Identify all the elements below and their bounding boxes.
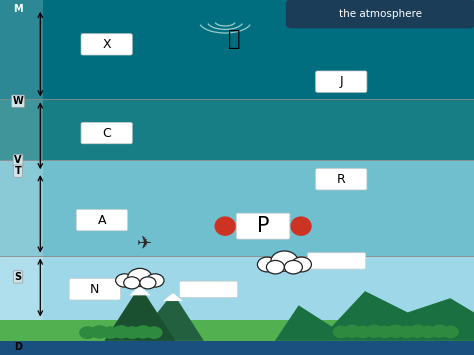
Text: P: P xyxy=(257,216,269,236)
Text: A: A xyxy=(98,214,106,226)
Circle shape xyxy=(266,261,284,274)
Bar xyxy=(0,341,474,355)
Text: X: X xyxy=(102,38,111,51)
Polygon shape xyxy=(163,293,183,301)
Text: T: T xyxy=(15,166,21,176)
Circle shape xyxy=(134,325,152,339)
FancyBboxPatch shape xyxy=(81,122,132,144)
Circle shape xyxy=(292,257,311,272)
Circle shape xyxy=(146,326,163,339)
Circle shape xyxy=(112,325,130,339)
Ellipse shape xyxy=(214,216,236,236)
Circle shape xyxy=(124,326,141,339)
FancyBboxPatch shape xyxy=(76,209,128,231)
Circle shape xyxy=(343,324,361,338)
Text: J: J xyxy=(339,75,343,88)
Text: N: N xyxy=(90,283,100,296)
FancyBboxPatch shape xyxy=(307,253,365,269)
FancyBboxPatch shape xyxy=(316,71,367,92)
FancyBboxPatch shape xyxy=(69,279,120,300)
Circle shape xyxy=(355,326,372,338)
Circle shape xyxy=(91,325,109,339)
Circle shape xyxy=(271,251,298,271)
Text: R: R xyxy=(337,173,346,186)
Text: D: D xyxy=(14,342,22,352)
Text: V: V xyxy=(14,155,22,165)
Circle shape xyxy=(257,257,277,272)
FancyBboxPatch shape xyxy=(286,0,474,28)
FancyBboxPatch shape xyxy=(316,169,367,190)
Circle shape xyxy=(387,324,405,338)
Polygon shape xyxy=(275,291,474,341)
Bar xyxy=(0,320,474,341)
Bar xyxy=(0,320,474,341)
Circle shape xyxy=(79,326,96,339)
FancyBboxPatch shape xyxy=(81,34,132,55)
Text: the atmosphere: the atmosphere xyxy=(338,9,422,19)
Bar xyxy=(0,256,474,320)
Text: 🛰: 🛰 xyxy=(228,29,241,49)
FancyBboxPatch shape xyxy=(236,213,290,239)
Circle shape xyxy=(430,324,448,338)
Text: C: C xyxy=(102,127,111,140)
Polygon shape xyxy=(129,286,151,295)
Circle shape xyxy=(398,326,415,338)
Circle shape xyxy=(420,326,437,338)
Polygon shape xyxy=(135,293,204,341)
Bar xyxy=(0,160,474,256)
Text: S: S xyxy=(14,272,22,282)
Bar xyxy=(0,99,474,160)
Circle shape xyxy=(124,277,140,289)
Circle shape xyxy=(146,274,164,287)
Circle shape xyxy=(102,326,119,339)
FancyBboxPatch shape xyxy=(179,281,237,297)
Circle shape xyxy=(333,326,350,338)
Text: ✈: ✈ xyxy=(137,235,152,253)
Text: W: W xyxy=(13,96,23,106)
Circle shape xyxy=(365,324,383,338)
Circle shape xyxy=(284,261,302,274)
Ellipse shape xyxy=(290,216,312,236)
Circle shape xyxy=(116,274,133,287)
Circle shape xyxy=(376,326,393,338)
Circle shape xyxy=(128,268,152,286)
Bar xyxy=(0,0,474,99)
Circle shape xyxy=(409,324,427,338)
Text: M: M xyxy=(13,4,23,14)
Circle shape xyxy=(442,326,459,338)
Circle shape xyxy=(140,277,156,289)
Polygon shape xyxy=(104,286,175,341)
Bar xyxy=(0,0,43,341)
